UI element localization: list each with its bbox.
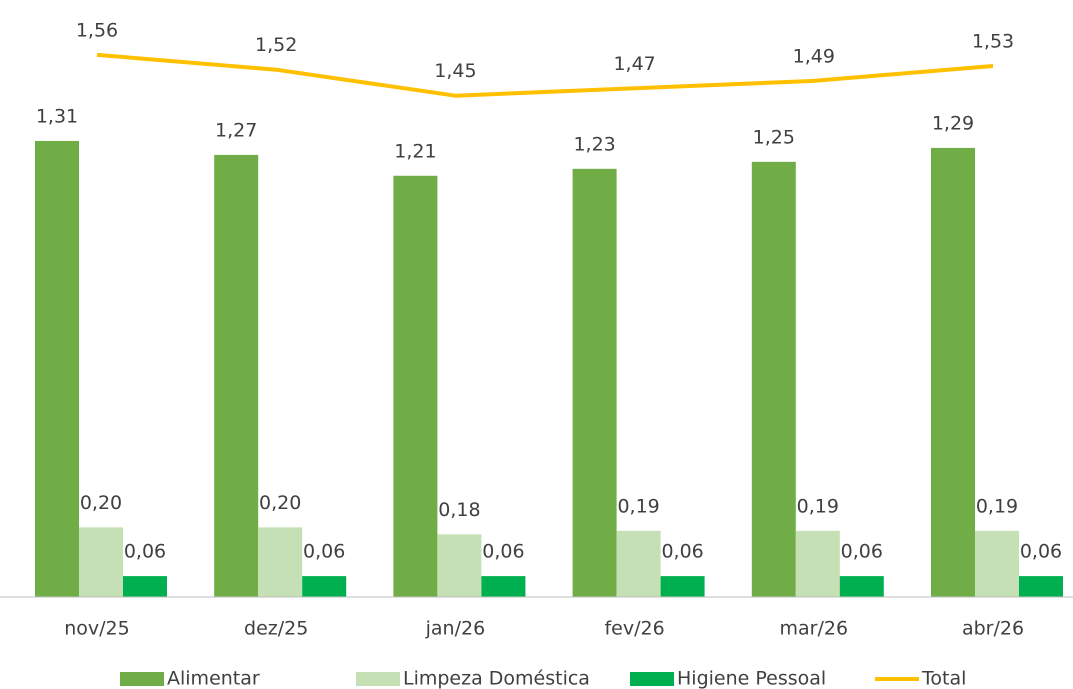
bar xyxy=(258,527,303,597)
bar xyxy=(660,576,705,597)
bar xyxy=(616,530,661,597)
bar xyxy=(795,530,840,597)
bar xyxy=(302,576,347,597)
legend-label: Higiene Pessoal xyxy=(677,668,826,689)
legend-swatch xyxy=(356,672,400,686)
data-label: 0,06 xyxy=(661,541,703,563)
bar xyxy=(572,168,617,597)
bar xyxy=(839,576,884,597)
data-label: 1,25 xyxy=(753,126,795,148)
bar xyxy=(975,530,1019,597)
data-label: 0,06 xyxy=(841,541,883,563)
data-label: 0,18 xyxy=(438,499,480,521)
bar xyxy=(123,576,167,597)
x-tick-label: abr/26 xyxy=(962,618,1024,640)
data-label: 0,19 xyxy=(976,495,1018,517)
bar xyxy=(751,161,796,597)
data-label: 0,19 xyxy=(617,495,659,517)
bar xyxy=(1019,576,1063,597)
legend-swatch xyxy=(630,672,674,686)
data-label: 1,47 xyxy=(613,53,655,75)
bar xyxy=(437,534,482,597)
data-label: 1,45 xyxy=(434,60,476,82)
legend-label: Alimentar xyxy=(167,668,260,689)
bar xyxy=(481,576,526,597)
x-tick-label: jan/26 xyxy=(425,618,486,640)
x-tick-label: mar/26 xyxy=(780,618,849,640)
bar xyxy=(79,527,123,597)
data-label: 0,06 xyxy=(124,541,166,563)
bar xyxy=(931,147,975,597)
data-label: 1,23 xyxy=(573,133,615,155)
data-label: 1,49 xyxy=(793,45,835,67)
x-tick-label: dez/25 xyxy=(244,618,308,640)
data-label: 0,19 xyxy=(797,495,839,517)
legend-label: Total xyxy=(921,668,966,689)
data-label: 0,06 xyxy=(1020,541,1062,563)
x-tick-label: nov/25 xyxy=(64,618,130,640)
bar xyxy=(35,140,79,598)
data-label: 1,31 xyxy=(36,105,78,127)
bar xyxy=(214,154,259,597)
data-label: 1,27 xyxy=(215,119,257,141)
legend-label: Limpeza Doméstica xyxy=(403,668,590,689)
data-label: 0,20 xyxy=(80,492,122,514)
data-label: 0,20 xyxy=(259,492,301,514)
data-label: 0,06 xyxy=(303,541,345,563)
bar xyxy=(393,175,438,598)
x-tick-label: fev/26 xyxy=(604,618,664,640)
data-label: 1,56 xyxy=(76,19,118,41)
data-label: 1,52 xyxy=(255,34,297,56)
line xyxy=(96,52,994,98)
data-label: 1,21 xyxy=(394,140,436,162)
data-label: 1,29 xyxy=(932,112,974,134)
data-label: 0,06 xyxy=(482,541,524,563)
data-label: 1,53 xyxy=(972,30,1014,52)
legend-swatch xyxy=(120,672,164,686)
